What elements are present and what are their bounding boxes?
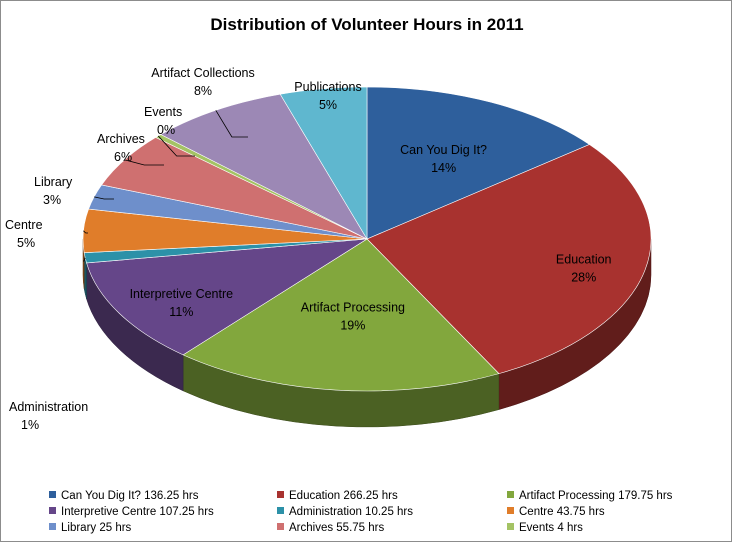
leader-events — [157, 135, 195, 157]
legend-swatch — [49, 491, 56, 498]
leader-library — [94, 196, 114, 200]
data-label-name: Centre — [5, 218, 43, 232]
data-label-name: Interpretive Centre — [130, 287, 234, 301]
slice-can-you-dig-it — [366, 86, 591, 240]
data-label-percent: 1% — [21, 418, 39, 432]
legend-swatch — [277, 491, 284, 498]
data-label-administration: Administration 1% — [9, 400, 88, 432]
data-label-artifact-collections: Artifact Collections 8% — [151, 66, 255, 98]
data-label-percent: 5% — [17, 236, 35, 250]
data-labels: Can You Dig It? 14% Education 28% Artifact P… — [5, 66, 612, 432]
slice-interpretive-centre — [86, 238, 368, 356]
data-label-name: Archives — [97, 132, 145, 146]
legend-swatch — [277, 507, 284, 514]
data-label-name: Artifact Collections — [151, 66, 255, 80]
legend-label: Can You Dig It? 136.25 hrs — [61, 490, 199, 502]
legend-swatch — [49, 523, 56, 530]
data-label-percent: 19% — [340, 319, 365, 333]
legend-label: Library 25 hrs — [61, 522, 132, 534]
legend-swatch — [49, 507, 56, 514]
legend-swatch — [507, 491, 514, 498]
chart-title: Distribution of Volunteer Hours in 2011 — [210, 15, 523, 34]
data-label-percent: 5% — [319, 98, 337, 112]
data-label-centre: Centre 5% — [5, 218, 43, 250]
slice-publications — [279, 86, 368, 241]
data-label-name: Administration — [9, 400, 88, 414]
legend-swatch — [277, 523, 284, 530]
data-label-percent: 3% — [43, 193, 61, 207]
legend-item-education: Education 266.25 hrs — [277, 490, 398, 502]
legend-item-archives: Archives 55.75 hrs — [277, 522, 384, 534]
legend-item-interpretive-centre: Interpretive Centre 107.25 hrs — [49, 506, 214, 518]
legend-label: Artifact Processing 179.75 hrs — [519, 490, 673, 502]
legend-label: Centre 43.75 hrs — [519, 506, 605, 518]
data-label-library: Library 3% — [34, 175, 73, 207]
leader-archives — [124, 159, 164, 166]
legend-label: Administration 10.25 hrs — [289, 506, 413, 518]
legend: Can You Dig It? 136.25 hrs Education 266.… — [49, 490, 673, 534]
data-label-percent: 14% — [431, 161, 456, 175]
legend-item-library: Library 25 hrs — [49, 522, 132, 534]
data-label-percent: 8% — [194, 84, 212, 98]
leader-lines — [83, 110, 248, 262]
data-label-name: Can You Dig It? — [400, 143, 487, 157]
legend-label: Interpretive Centre 107.25 hrs — [61, 506, 214, 518]
data-label-name: Events — [144, 105, 182, 119]
data-label-name: Education — [556, 253, 612, 267]
legend-item-centre: Centre 43.75 hrs — [507, 506, 605, 518]
data-label-name: Library — [34, 175, 73, 189]
data-label-archives: Archives 6% — [97, 132, 145, 164]
data-label-percent: 28% — [571, 271, 596, 285]
legend-label: Archives 55.75 hrs — [289, 522, 384, 534]
data-label-education: Education 28% — [556, 253, 612, 285]
data-label-name: Publications — [294, 80, 361, 94]
legend-swatch — [507, 507, 514, 514]
legend-label: Events 4 hrs — [519, 522, 583, 534]
slice-artifact-processing — [182, 238, 500, 392]
legend-item-can-you-dig-it: Can You Dig It? 136.25 hrs — [49, 490, 199, 502]
data-label-can-you-dig-it: Can You Dig It? 14% — [400, 143, 487, 175]
legend-item-events: Events 4 hrs — [507, 522, 583, 534]
leader-artifact-collections — [215, 110, 248, 138]
data-label-publications: Publications 5% — [294, 80, 361, 112]
slice-education — [366, 144, 652, 374]
leader-centre — [83, 230, 88, 234]
leader-administration — [83, 257, 86, 262]
data-label-percent: 0% — [157, 123, 175, 137]
data-label-percent: 11% — [169, 305, 193, 319]
data-label-name: Artifact Processing — [301, 301, 405, 315]
legend-swatch — [507, 523, 514, 530]
data-label-events: Events 0% — [144, 105, 182, 137]
legend-label: Education 266.25 hrs — [289, 490, 398, 502]
data-label-artifact-processing: Artifact Processing 19% — [301, 301, 405, 333]
data-label-interpretive-centre: Interpretive Centre 11% — [130, 287, 234, 319]
legend-item-artifact-processing: Artifact Processing 179.75 hrs — [507, 490, 673, 502]
legend-item-administration: Administration 10.25 hrs — [277, 506, 413, 518]
data-label-percent: 6% — [114, 150, 132, 164]
